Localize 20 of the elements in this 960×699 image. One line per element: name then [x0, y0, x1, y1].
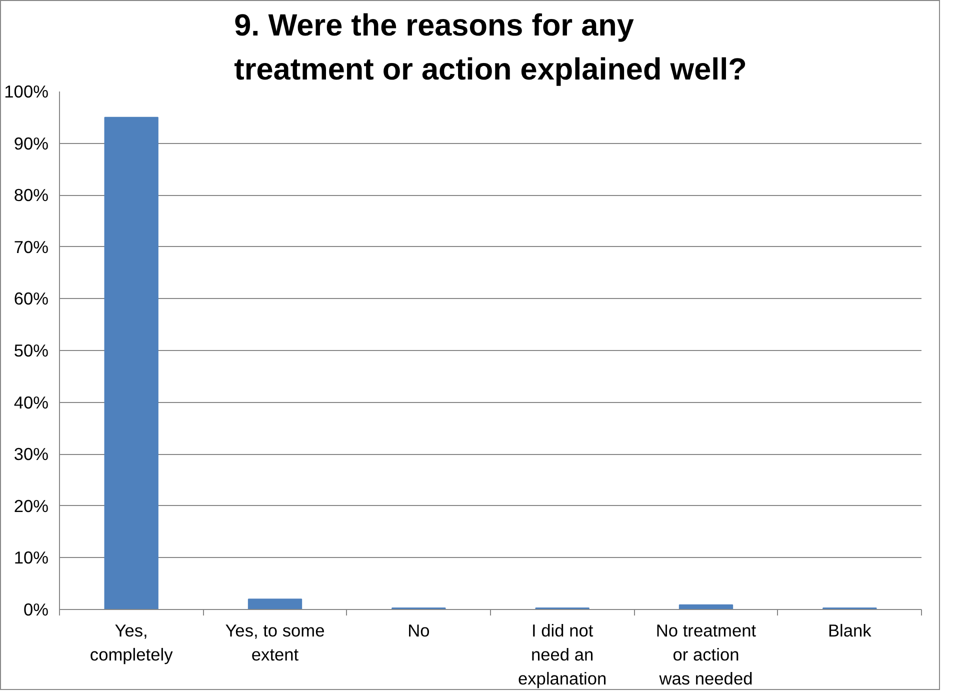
- bar: [248, 598, 302, 610]
- y-tick-label: 50%: [14, 340, 49, 360]
- y-tick-label: 70%: [14, 236, 49, 257]
- x-tick-label: Yes, to some extent: [225, 620, 325, 664]
- x-tick-label: I did not need an explanation: [518, 620, 607, 688]
- y-tick-label: 0%: [23, 600, 48, 620]
- y-tick-label: 40%: [14, 392, 49, 412]
- y-tick-label: 100%: [4, 82, 49, 102]
- x-tick-label: No: [408, 620, 430, 640]
- y-tick-label: 80%: [14, 185, 49, 206]
- x-tick-label: Blank: [828, 620, 872, 640]
- x-tick-label: Yes, completely: [90, 620, 174, 664]
- chart-title: 9. Were the reasons for any treatment or action explained well?: [234, 8, 747, 86]
- y-tick-label: 10%: [14, 548, 49, 568]
- y-tick-label: 60%: [14, 288, 49, 309]
- y-tick-label: 30%: [14, 444, 49, 464]
- y-tick-label: 90%: [14, 133, 49, 154]
- y-tick-label: 20%: [14, 496, 49, 516]
- x-tick-label: No treatment or action was needed: [656, 620, 756, 688]
- bar: [104, 116, 158, 610]
